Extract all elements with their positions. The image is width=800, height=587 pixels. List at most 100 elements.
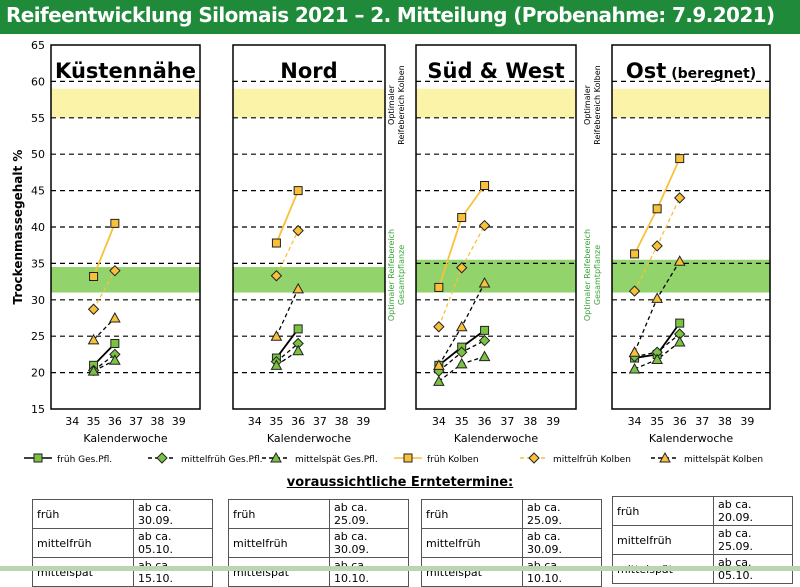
data-point xyxy=(480,181,490,191)
series-line xyxy=(275,190,299,244)
band-label-gesamt: Gesamtpflanze xyxy=(397,245,406,305)
table-cell: ab ca. 15.10. xyxy=(133,557,213,587)
forecast-table-kuestennaehe: früh ab ca. 30.09. mittelfrüh ab ca. 05.10… xyxy=(32,499,213,587)
y-tick-label: 35 xyxy=(31,257,45,270)
x-tick-label: 37 xyxy=(695,415,709,428)
data-point xyxy=(110,338,120,348)
x-tick-label: 37 xyxy=(500,415,514,428)
data-point xyxy=(271,238,281,248)
table-cell: ab ca. 20.09. xyxy=(713,496,793,526)
panel-title: Ost (beregnet) xyxy=(626,59,756,83)
optimal-band-kolben xyxy=(233,88,385,118)
header-bar: Reifeentwicklung Silomais 2021 – 2. Mitt… xyxy=(0,0,800,34)
data-point xyxy=(109,354,121,365)
chart-panel-2 xyxy=(415,44,577,410)
panel-title-text: Nord xyxy=(280,59,337,83)
series-line xyxy=(93,353,116,371)
x-tick-label: 36 xyxy=(673,415,687,428)
y-tick-label: 65 xyxy=(31,39,45,52)
optimal-band-gesamtpflanze xyxy=(612,259,770,293)
chart-panel-3 xyxy=(611,44,771,410)
data-point xyxy=(270,359,283,370)
legend-label: früh Kolben xyxy=(427,455,479,465)
legend-label: mittelspät Kolben xyxy=(684,455,763,465)
table-cell: mittelfrüh xyxy=(421,528,523,558)
x-tick-label: 39 xyxy=(356,415,370,428)
data-point xyxy=(109,311,121,323)
data-point xyxy=(630,249,640,259)
y-tick-label: 40 xyxy=(31,221,45,234)
x-tick-label: 36 xyxy=(291,415,305,428)
panel-title-text: Küstennähe xyxy=(55,59,196,83)
table-row: mittelfrüh ab ca. 05.10. xyxy=(32,528,213,558)
series-line xyxy=(275,230,299,277)
panel-title-text: Süd & West xyxy=(427,59,564,83)
data-point xyxy=(270,330,283,341)
table-cell: früh xyxy=(612,496,714,526)
legend-marker xyxy=(403,453,413,463)
chart-panel-1 xyxy=(232,44,386,410)
data-point xyxy=(478,334,491,347)
x-tick-label: 37 xyxy=(129,415,143,428)
table-row: mittelfrüh ab ca. 30.09. xyxy=(421,528,602,558)
x-axis-label: Kalenderwoche xyxy=(649,432,734,445)
data-point xyxy=(651,292,663,303)
data-point xyxy=(292,282,304,294)
data-point xyxy=(480,325,490,335)
data-point xyxy=(628,346,641,357)
data-point xyxy=(293,186,303,196)
table-cell: mittelspät xyxy=(421,557,523,587)
band-label-kolben: Optimaler xyxy=(583,84,592,125)
table-row: mittelspätab ca. 15.10. xyxy=(32,557,213,587)
x-tick-label: 37 xyxy=(313,415,327,428)
data-point xyxy=(628,362,641,374)
table-cell: ab ca. 25.09. xyxy=(329,499,409,529)
legend-label: mittelspät Ges.Pfl. xyxy=(295,455,378,465)
panel-title-text: Ost xyxy=(626,59,666,83)
table-cell: früh xyxy=(421,499,523,529)
x-tick-label: 38 xyxy=(718,415,732,428)
forecast-title: voraussichtliche Erntetermine: xyxy=(286,475,514,490)
data-point xyxy=(673,335,686,347)
table-cell: mittelfrüh xyxy=(228,528,330,558)
x-tick-label: 38 xyxy=(335,415,349,428)
table-cell: mittelfrüh xyxy=(32,528,134,558)
table-row: mittelfrüh ab ca. 30.09. xyxy=(228,528,409,558)
panel-title: Küstennähe xyxy=(55,59,196,83)
series-line xyxy=(275,288,299,337)
table-row: früh ab ca. 30.09. xyxy=(32,499,213,529)
data-point xyxy=(673,255,686,266)
band-label-kolben: Reifebereich Kolben xyxy=(593,65,602,144)
legend-marker xyxy=(33,453,43,463)
optimal-band-kolben xyxy=(416,88,576,118)
data-point xyxy=(87,303,100,315)
data-point xyxy=(87,333,100,345)
band-label-kolben: Optimaler xyxy=(387,84,396,125)
data-point xyxy=(87,365,100,376)
plot-frame xyxy=(415,44,577,410)
x-tick-label: 35 xyxy=(87,415,101,428)
y-tick-label: 30 xyxy=(31,294,45,307)
table-cell: mittelfrüh xyxy=(612,525,714,555)
data-point xyxy=(457,213,467,223)
data-point xyxy=(628,285,641,297)
band-label-gesamt: Optimaler Reifebereich xyxy=(583,229,592,321)
data-point xyxy=(89,272,99,282)
legend-marker xyxy=(659,451,671,463)
table-cell: ab ca. 30.09. xyxy=(133,499,213,529)
data-point xyxy=(270,270,283,282)
y-tick-label: 60 xyxy=(31,75,45,88)
table-cell: ab ca. 25.09. xyxy=(713,525,793,555)
table-cell: früh xyxy=(32,499,134,529)
page-title: Reifeentwicklung Silomais 2021 – 2. Mitt… xyxy=(6,3,775,27)
panel-title-suffix: (beregnet) xyxy=(671,66,756,82)
table-row: früh ab ca. 20.09. xyxy=(612,496,793,526)
x-tick-label: 35 xyxy=(650,415,664,428)
data-point xyxy=(433,321,445,333)
series-line xyxy=(92,223,116,277)
x-tick-label: 35 xyxy=(455,415,469,428)
table-row: früh ab ca. 25.09. xyxy=(228,499,409,529)
y-tick-label: 55 xyxy=(31,112,45,125)
data-point xyxy=(110,218,120,228)
series-line xyxy=(93,270,116,310)
